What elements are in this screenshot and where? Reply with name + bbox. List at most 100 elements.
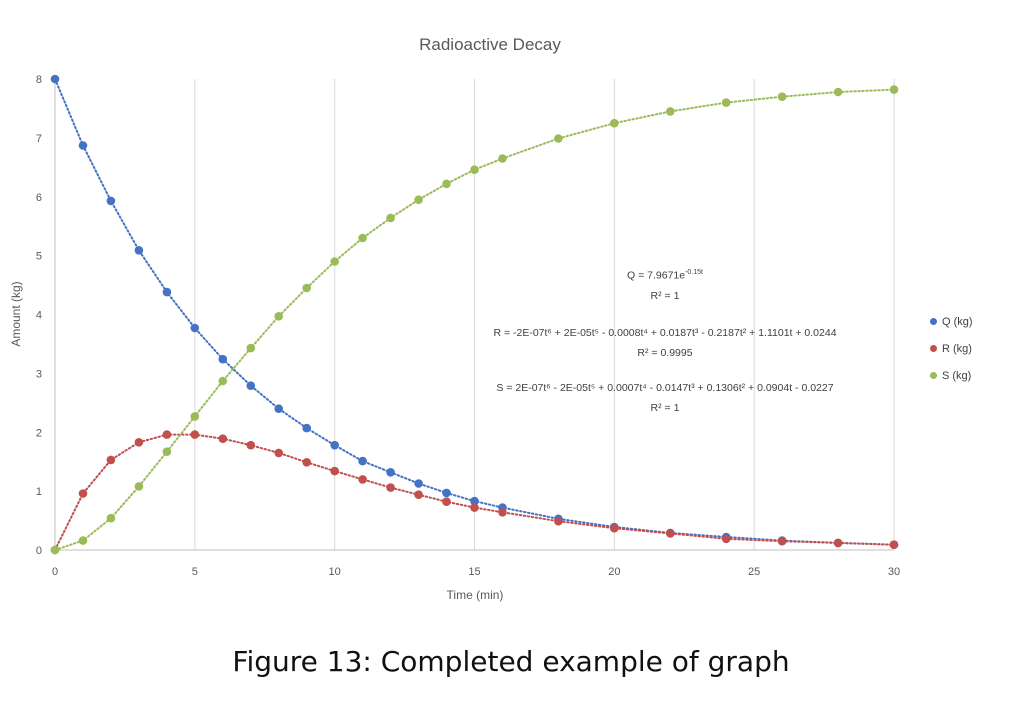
point-s-18 [554,134,563,143]
gridlines [194,79,895,550]
point-q-8 [274,404,284,414]
point-s-3 [134,482,144,491]
point-s-10 [330,257,340,266]
point-s-16 [498,154,507,163]
r-equation: R = -2E-07t⁶ + 2E-05t⁵ - 0.0008t⁴ + 0.01… [493,327,837,339]
point-s-12 [386,213,395,223]
legend-item-r: R (kg) [930,335,973,362]
y-tick-label-1: 1 [36,486,42,498]
axes: 0 5 10 15 20 25 30 0 1 2 3 4 5 6 7 8 [36,74,900,578]
q-r-squared: R² = 1 [650,290,680,302]
x-tick-label-5: 5 [192,566,198,578]
point-q-10 [330,440,340,450]
point-r-26 [777,536,787,546]
point-s-8 [274,312,284,321]
legend: Q (kg) R (kg) S (kg) [930,308,973,389]
x-tick-label-0: 0 [52,566,58,578]
point-r-14 [442,497,451,507]
x-tick-label-20: 20 [608,566,620,578]
point-s-28 [833,87,843,97]
point-s-14 [442,179,451,189]
point-r-8 [274,448,284,458]
point-s-6 [218,376,228,386]
legend-marker-q [930,318,937,325]
legend-item-q: Q (kg) [930,308,973,335]
legend-label-r: R (kg) [942,342,972,355]
legend-marker-r [930,345,937,352]
point-r-30 [889,540,899,549]
point-s-2 [106,513,116,523]
point-r-2 [106,455,116,465]
point-q-9 [302,423,312,433]
figure-caption: Figure 13: Completed example of graph [232,645,790,678]
q-equation-main: Q = 7.9671e [627,269,686,282]
chart-title: Radioactive Decay [419,35,561,54]
point-q-3 [134,246,144,255]
y-axis-label: Amount (kg) [9,281,23,346]
point-r-4 [162,430,172,439]
point-s-11 [358,233,367,243]
point-q-7 [246,381,256,391]
point-r-13 [414,490,423,500]
y-tick-label-7: 7 [36,133,42,145]
point-s-1 [78,536,88,545]
y-tick-label-8: 8 [36,74,42,86]
y-tick-label-0: 0 [36,545,42,557]
legend-marker-s [930,372,937,379]
point-s-30 [889,85,899,94]
legend-label-s: S (kg) [942,369,972,382]
point-s-15 [470,165,479,174]
point-q-2 [106,196,116,206]
point-r-6 [218,434,228,444]
x-tick-label-15: 15 [468,566,480,578]
point-s-13 [414,195,423,204]
point-r-18 [554,516,563,526]
point-r-9 [302,458,312,467]
point-s-26 [777,92,787,101]
point-r-12 [386,483,395,492]
legend-label-q: Q (kg) [942,315,973,328]
x-tick-label-30: 30 [888,566,900,578]
x-tick-label-10: 10 [329,566,341,578]
trendline-s [54,88,895,551]
radioactive-decay-chart: Radioactive Decay 0 5 10 15 20 25 30012345678 … [9,35,900,602]
r-r-squared: R² = 0.9995 [637,347,693,359]
point-r-1 [78,489,88,498]
trendlines [54,78,895,551]
point-s-24 [721,98,731,107]
legend-item-s: S (kg) [930,362,973,389]
point-r-5 [190,430,200,439]
x-tick-label-25: 25 [748,566,760,578]
point-r-28 [833,538,843,548]
x-axis-label: Time (min) [447,588,504,602]
q-equation-exponent: -0.15t [685,269,703,276]
point-r-20 [610,523,619,533]
y-tick-label-4: 4 [36,310,42,322]
q-equation: Q = 7.9671e-0.15t [560,269,770,282]
point-q-6 [218,354,228,364]
y-tick-label-6: 6 [36,192,42,204]
data-points [50,74,899,555]
point-s-5 [190,412,200,421]
point-q-12 [386,468,395,477]
point-s-7 [246,343,256,353]
point-r-7 [246,440,256,450]
point-s-0 [50,545,60,555]
point-r-10 [330,466,340,476]
point-q-5 [190,323,200,333]
y-tick-label-5: 5 [36,251,42,263]
point-s-4 [162,447,172,457]
point-q-11 [358,456,367,466]
point-s-9 [302,283,312,293]
point-s-20 [610,118,619,128]
s-r-squared: R² = 1 [650,402,680,414]
point-q-1 [78,141,88,150]
y-tick-label-2: 2 [36,427,42,439]
point-r-11 [358,475,367,484]
y-tick-label-3: 3 [36,368,42,380]
point-q-14 [442,488,451,498]
point-r-3 [134,438,144,447]
point-r-15 [470,503,479,512]
point-r-22 [666,529,675,538]
point-q-13 [414,479,423,488]
